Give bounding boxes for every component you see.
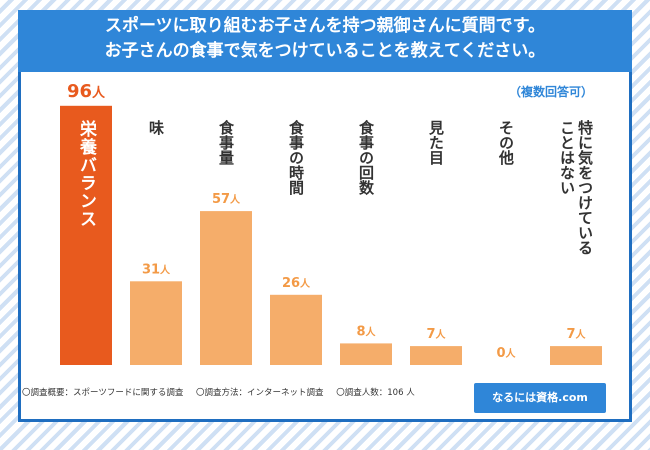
- survey-summary: 〇調査概要：スポーツフードに関する調査: [22, 388, 184, 398]
- bar-5: [410, 346, 462, 365]
- category-label-7-0: ことはない: [558, 120, 576, 195]
- category-label-6: その他: [497, 120, 515, 166]
- value-label-4: 8人: [356, 324, 376, 339]
- bar-2: [200, 211, 252, 365]
- value-label-0: 96人: [67, 81, 106, 102]
- bar-3: [270, 294, 322, 365]
- category-label-4: 食事の回数: [357, 119, 375, 196]
- survey-count: 〇調査人数：106 人: [336, 388, 415, 398]
- title-line-1: スポーツに取り組むお子さんを持つ親御さんに質問です。: [105, 16, 545, 36]
- brand-logo[interactable]: なるには資格.com: [474, 383, 606, 413]
- value-label-5: 7人: [426, 327, 446, 342]
- value-label-2: 57人: [212, 192, 241, 207]
- category-label-3: 食事の時間: [287, 119, 305, 196]
- category-label-1: 味: [147, 119, 165, 136]
- category-label-0: 栄養バランス: [76, 119, 98, 228]
- chart-title: スポーツに取り組むお子さんを持つ親御さんに質問です。 お子さんの食事で気をつけて…: [18, 10, 632, 72]
- category-label-7-1: 特に気をつけている: [576, 119, 594, 255]
- bar-4: [340, 343, 392, 365]
- value-label-7: 7人: [566, 327, 586, 342]
- category-label-5: 見た目: [427, 120, 445, 166]
- bar-0: [60, 105, 112, 366]
- value-label-1: 31人: [142, 262, 171, 277]
- category-label-2: 食事量: [217, 119, 235, 165]
- bar-7: [550, 346, 602, 365]
- value-label-6: 0人: [496, 346, 516, 361]
- chart-card: スポーツに取り組むお子さんを持つ親御さんに質問です。 お子さんの食事で気をつけて…: [18, 10, 632, 422]
- value-label-3: 26人: [282, 276, 311, 291]
- survey-info: 〇調査概要：スポーツフードに関する調査 〇調査方法：インターネット調査 〇調査人…: [22, 386, 425, 398]
- survey-method: 〇調査方法：インターネット調査: [196, 388, 324, 398]
- title-line-2: お子さんの食事で気をつけていることを教えてください。: [104, 41, 546, 61]
- bar-1: [130, 281, 182, 365]
- multiple-answer-note: （複数回答可）: [508, 85, 593, 99]
